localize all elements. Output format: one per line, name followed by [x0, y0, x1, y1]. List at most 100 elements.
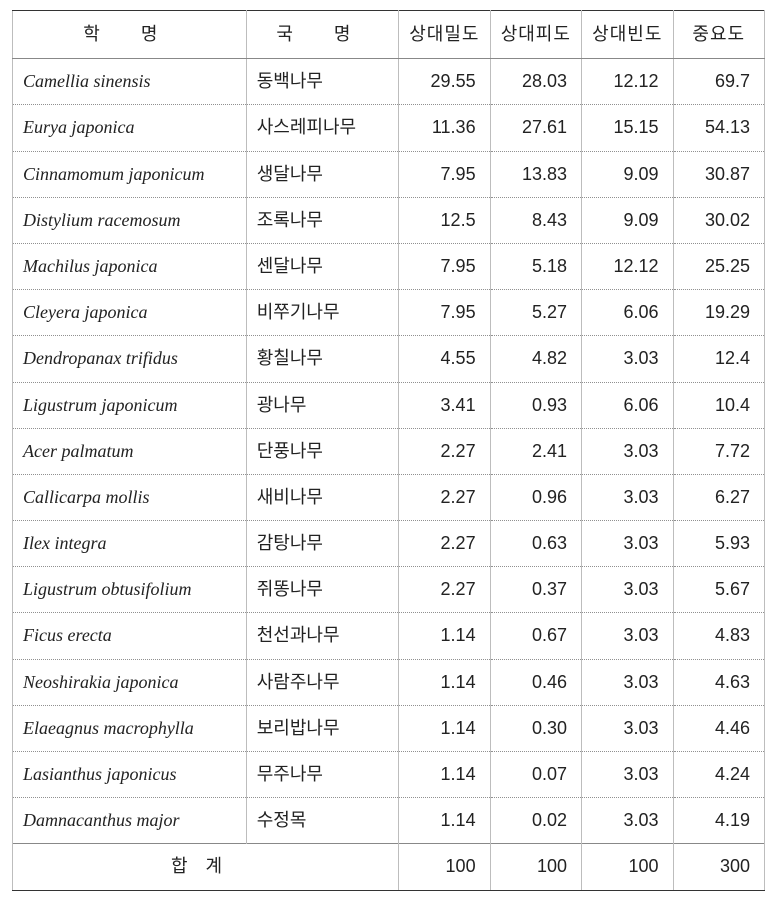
cell-rc: 0.63: [490, 521, 581, 567]
cell-korean-name: 사스레피나무: [246, 105, 398, 151]
table-row: Ligustrum obtusifolium쥐똥나무2.270.373.035.…: [13, 567, 765, 613]
cell-scientific-name: Dendropanax trifidus: [13, 336, 247, 382]
cell-rf: 9.09: [582, 197, 673, 243]
table-row: Damnacanthus major수정목1.140.023.034.19: [13, 798, 765, 844]
cell-iv: 6.27: [673, 474, 765, 520]
cell-korean-name: 감탕나무: [246, 521, 398, 567]
col-rf: 상대빈도: [582, 11, 673, 59]
cell-rf: 3.03: [582, 613, 673, 659]
cell-korean-name: 무주나무: [246, 752, 398, 798]
table-row: Machilus japonica센달나무7.955.1812.1225.25: [13, 243, 765, 289]
col-kor: 국 명: [246, 11, 398, 59]
cell-korean-name: 조록나무: [246, 197, 398, 243]
cell-rc: 5.27: [490, 290, 581, 336]
cell-rc: 8.43: [490, 197, 581, 243]
cell-korean-name: 보리밥나무: [246, 705, 398, 751]
cell-rd: 7.95: [399, 151, 490, 197]
cell-iv: 30.02: [673, 197, 765, 243]
cell-korean-name: 황칠나무: [246, 336, 398, 382]
cell-scientific-name: Ficus erecta: [13, 613, 247, 659]
cell-korean-name: 사람주나무: [246, 659, 398, 705]
table-total-row: 합계100100100300: [13, 844, 765, 890]
cell-rf: 3.03: [582, 705, 673, 751]
cell-scientific-name: Acer palmatum: [13, 428, 247, 474]
table-row: Distylium racemosum조록나무12.58.439.0930.02: [13, 197, 765, 243]
cell-korean-name: 센달나무: [246, 243, 398, 289]
cell-scientific-name: Cleyera japonica: [13, 290, 247, 336]
cell-rc: 0.30: [490, 705, 581, 751]
cell-scientific-name: Elaeagnus macrophylla: [13, 705, 247, 751]
cell-iv: 25.25: [673, 243, 765, 289]
cell-rd: 29.55: [399, 59, 490, 105]
cell-korean-name: 비쭈기나무: [246, 290, 398, 336]
cell-rc: 4.82: [490, 336, 581, 382]
cell-rc: 0.46: [490, 659, 581, 705]
table-row: Neoshirakia japonica사람주나무1.140.463.034.6…: [13, 659, 765, 705]
cell-scientific-name: Lasianthus japonicus: [13, 752, 247, 798]
cell-scientific-name: Callicarpa mollis: [13, 474, 247, 520]
cell-rd: 11.36: [399, 105, 490, 151]
table-row: Elaeagnus macrophylla보리밥나무1.140.303.034.…: [13, 705, 765, 751]
cell-rc: 13.83: [490, 151, 581, 197]
table-row: Ficus erecta천선과나무1.140.673.034.83: [13, 613, 765, 659]
cell-scientific-name: Eurya japonica: [13, 105, 247, 151]
table-row: Cinnamomum japonicum생달나무7.9513.839.0930.…: [13, 151, 765, 197]
cell-rd: 7.95: [399, 243, 490, 289]
col-kor-label: 국 명: [276, 24, 368, 44]
cell-rf: 15.15: [582, 105, 673, 151]
cell-rd: 1.14: [399, 752, 490, 798]
cell-rc: 0.02: [490, 798, 581, 844]
col-sci-label: 학 명: [83, 24, 175, 44]
cell-rf: 3.03: [582, 798, 673, 844]
cell-rf: 3.03: [582, 567, 673, 613]
cell-rc: 0.67: [490, 613, 581, 659]
cell-scientific-name: Neoshirakia japonica: [13, 659, 247, 705]
cell-korean-name: 동백나무: [246, 59, 398, 105]
cell-rf: 12.12: [582, 243, 673, 289]
species-table: 학 명 국 명 상대밀도 상대피도 상대빈도 중요도 Camellia sine…: [12, 10, 765, 891]
table-row: Eurya japonica사스레피나무11.3627.6115.1554.13: [13, 105, 765, 151]
col-sci: 학 명: [13, 11, 247, 59]
cell-rf: 3.03: [582, 521, 673, 567]
cell-rf: 6.06: [582, 290, 673, 336]
table-row: Acer palmatum단풍나무2.272.413.037.72: [13, 428, 765, 474]
cell-rc: 0.07: [490, 752, 581, 798]
cell-rc: 5.18: [490, 243, 581, 289]
total-rf: 100: [582, 844, 673, 890]
cell-rf: 3.03: [582, 659, 673, 705]
cell-rc: 28.03: [490, 59, 581, 105]
cell-korean-name: 천선과나무: [246, 613, 398, 659]
cell-korean-name: 광나무: [246, 382, 398, 428]
cell-korean-name: 쥐똥나무: [246, 567, 398, 613]
cell-rd: 2.27: [399, 567, 490, 613]
table-row: Cleyera japonica비쭈기나무7.955.276.0619.29: [13, 290, 765, 336]
cell-iv: 10.4: [673, 382, 765, 428]
cell-rd: 7.95: [399, 290, 490, 336]
cell-iv: 19.29: [673, 290, 765, 336]
cell-rd: 1.14: [399, 705, 490, 751]
cell-rf: 12.12: [582, 59, 673, 105]
cell-rd: 3.41: [399, 382, 490, 428]
cell-iv: 4.46: [673, 705, 765, 751]
cell-rf: 3.03: [582, 428, 673, 474]
cell-iv: 4.63: [673, 659, 765, 705]
cell-rf: 3.03: [582, 336, 673, 382]
cell-iv: 7.72: [673, 428, 765, 474]
cell-scientific-name: Ilex integra: [13, 521, 247, 567]
cell-rc: 0.37: [490, 567, 581, 613]
table-wrapper: 학 명 국 명 상대밀도 상대피도 상대빈도 중요도 Camellia sine…: [0, 0, 777, 901]
cell-korean-name: 생달나무: [246, 151, 398, 197]
total-label: 합계: [13, 844, 399, 890]
cell-iv: 5.67: [673, 567, 765, 613]
table-row: Camellia sinensis동백나무29.5528.0312.1269.7: [13, 59, 765, 105]
cell-rd: 2.27: [399, 521, 490, 567]
total-rd: 100: [399, 844, 490, 890]
total-iv: 300: [673, 844, 765, 890]
cell-scientific-name: Ligustrum japonicum: [13, 382, 247, 428]
cell-iv: 4.83: [673, 613, 765, 659]
cell-iv: 4.19: [673, 798, 765, 844]
cell-scientific-name: Damnacanthus major: [13, 798, 247, 844]
table-row: Dendropanax trifidus황칠나무4.554.823.0312.4: [13, 336, 765, 382]
cell-rd: 2.27: [399, 474, 490, 520]
cell-rc: 27.61: [490, 105, 581, 151]
